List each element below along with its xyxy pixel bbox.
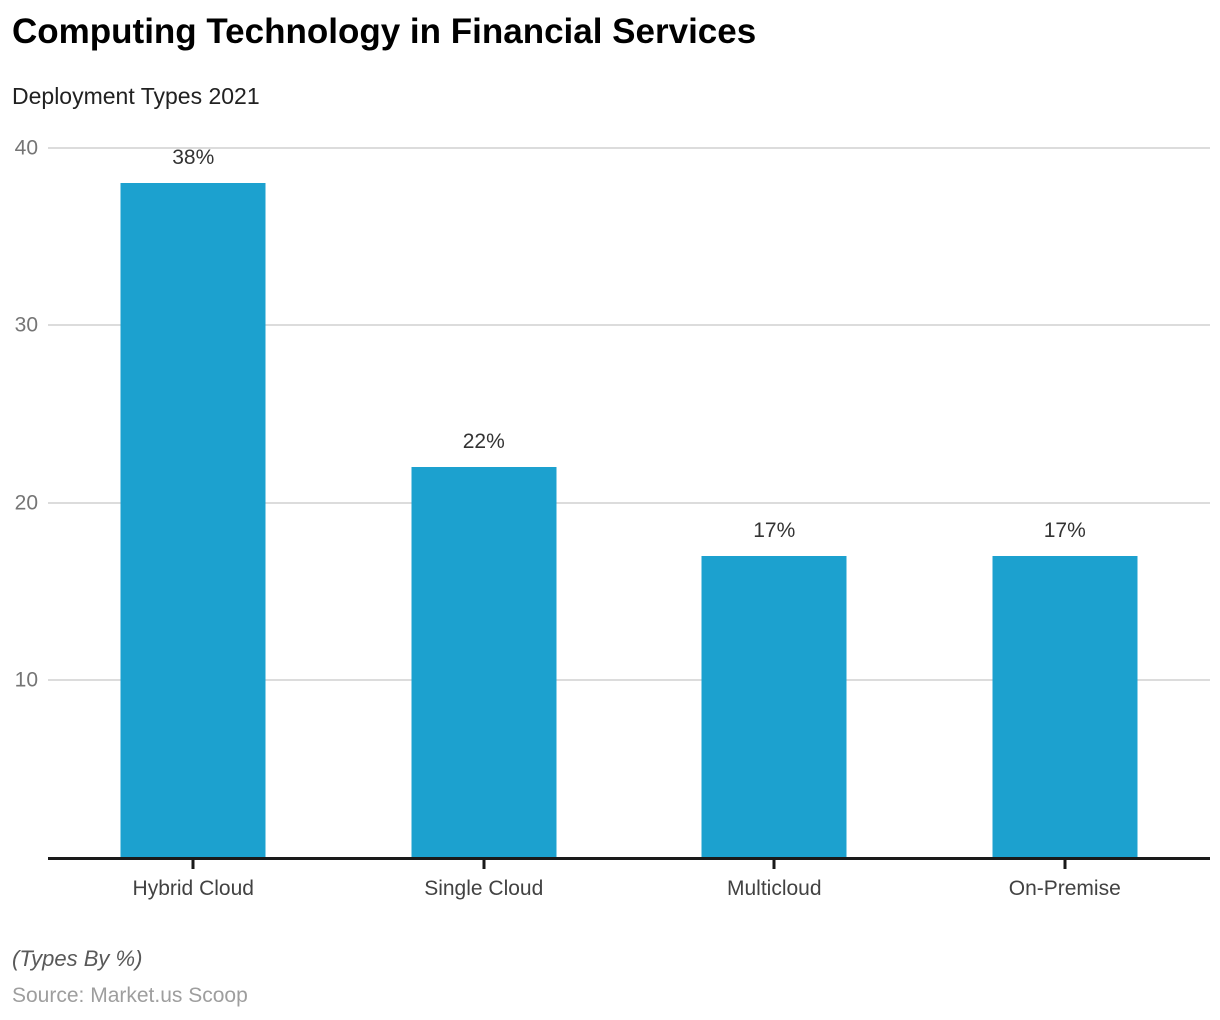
- gridline: [48, 324, 1210, 327]
- bar-value-label: 22%: [462, 430, 505, 454]
- gridline: [48, 501, 1210, 504]
- x-axis-tick: [482, 860, 486, 869]
- bar-hybrid-cloud: [120, 183, 266, 857]
- bar-multicloud: [701, 555, 847, 857]
- bar-on-premise: [992, 555, 1138, 857]
- gridline: [48, 678, 1210, 681]
- y-axis-tick-label: 30: [14, 313, 38, 337]
- x-axis-category-label: Single Cloud: [424, 877, 544, 900]
- chart-subtitle: Deployment Types 2021: [12, 83, 260, 109]
- bar-value-label: 17%: [753, 518, 796, 542]
- footer-source: Source: Market.us Scoop: [12, 984, 248, 1007]
- x-axis-tick: [1063, 860, 1067, 869]
- bar-value-label: 38%: [172, 146, 215, 170]
- bar-value-label: 17%: [1043, 518, 1086, 542]
- x-axis-category-label: On-Premise: [1008, 877, 1121, 900]
- x-axis-tick: [772, 860, 776, 869]
- plot-area: 38% Hybrid Cloud 22% Single Cloud 17% Multicl…: [48, 146, 1210, 899]
- x-axis-tick: [191, 860, 195, 869]
- y-axis-tick-label: 10: [14, 668, 38, 692]
- y-axis-tick-label: 40: [14, 136, 38, 160]
- bar-single-cloud: [411, 467, 557, 857]
- gridline: [48, 147, 1210, 149]
- chart-title: Computing Technology in Financial Servic…: [12, 12, 757, 51]
- x-axis-category-label: Multicloud: [726, 877, 822, 900]
- x-axis-category-label: Hybrid Cloud: [132, 877, 254, 900]
- y-axis: 10 20 30 40: [0, 138, 40, 857]
- footer-note: (Types By %): [12, 946, 143, 971]
- y-axis-tick-label: 20: [14, 491, 38, 514]
